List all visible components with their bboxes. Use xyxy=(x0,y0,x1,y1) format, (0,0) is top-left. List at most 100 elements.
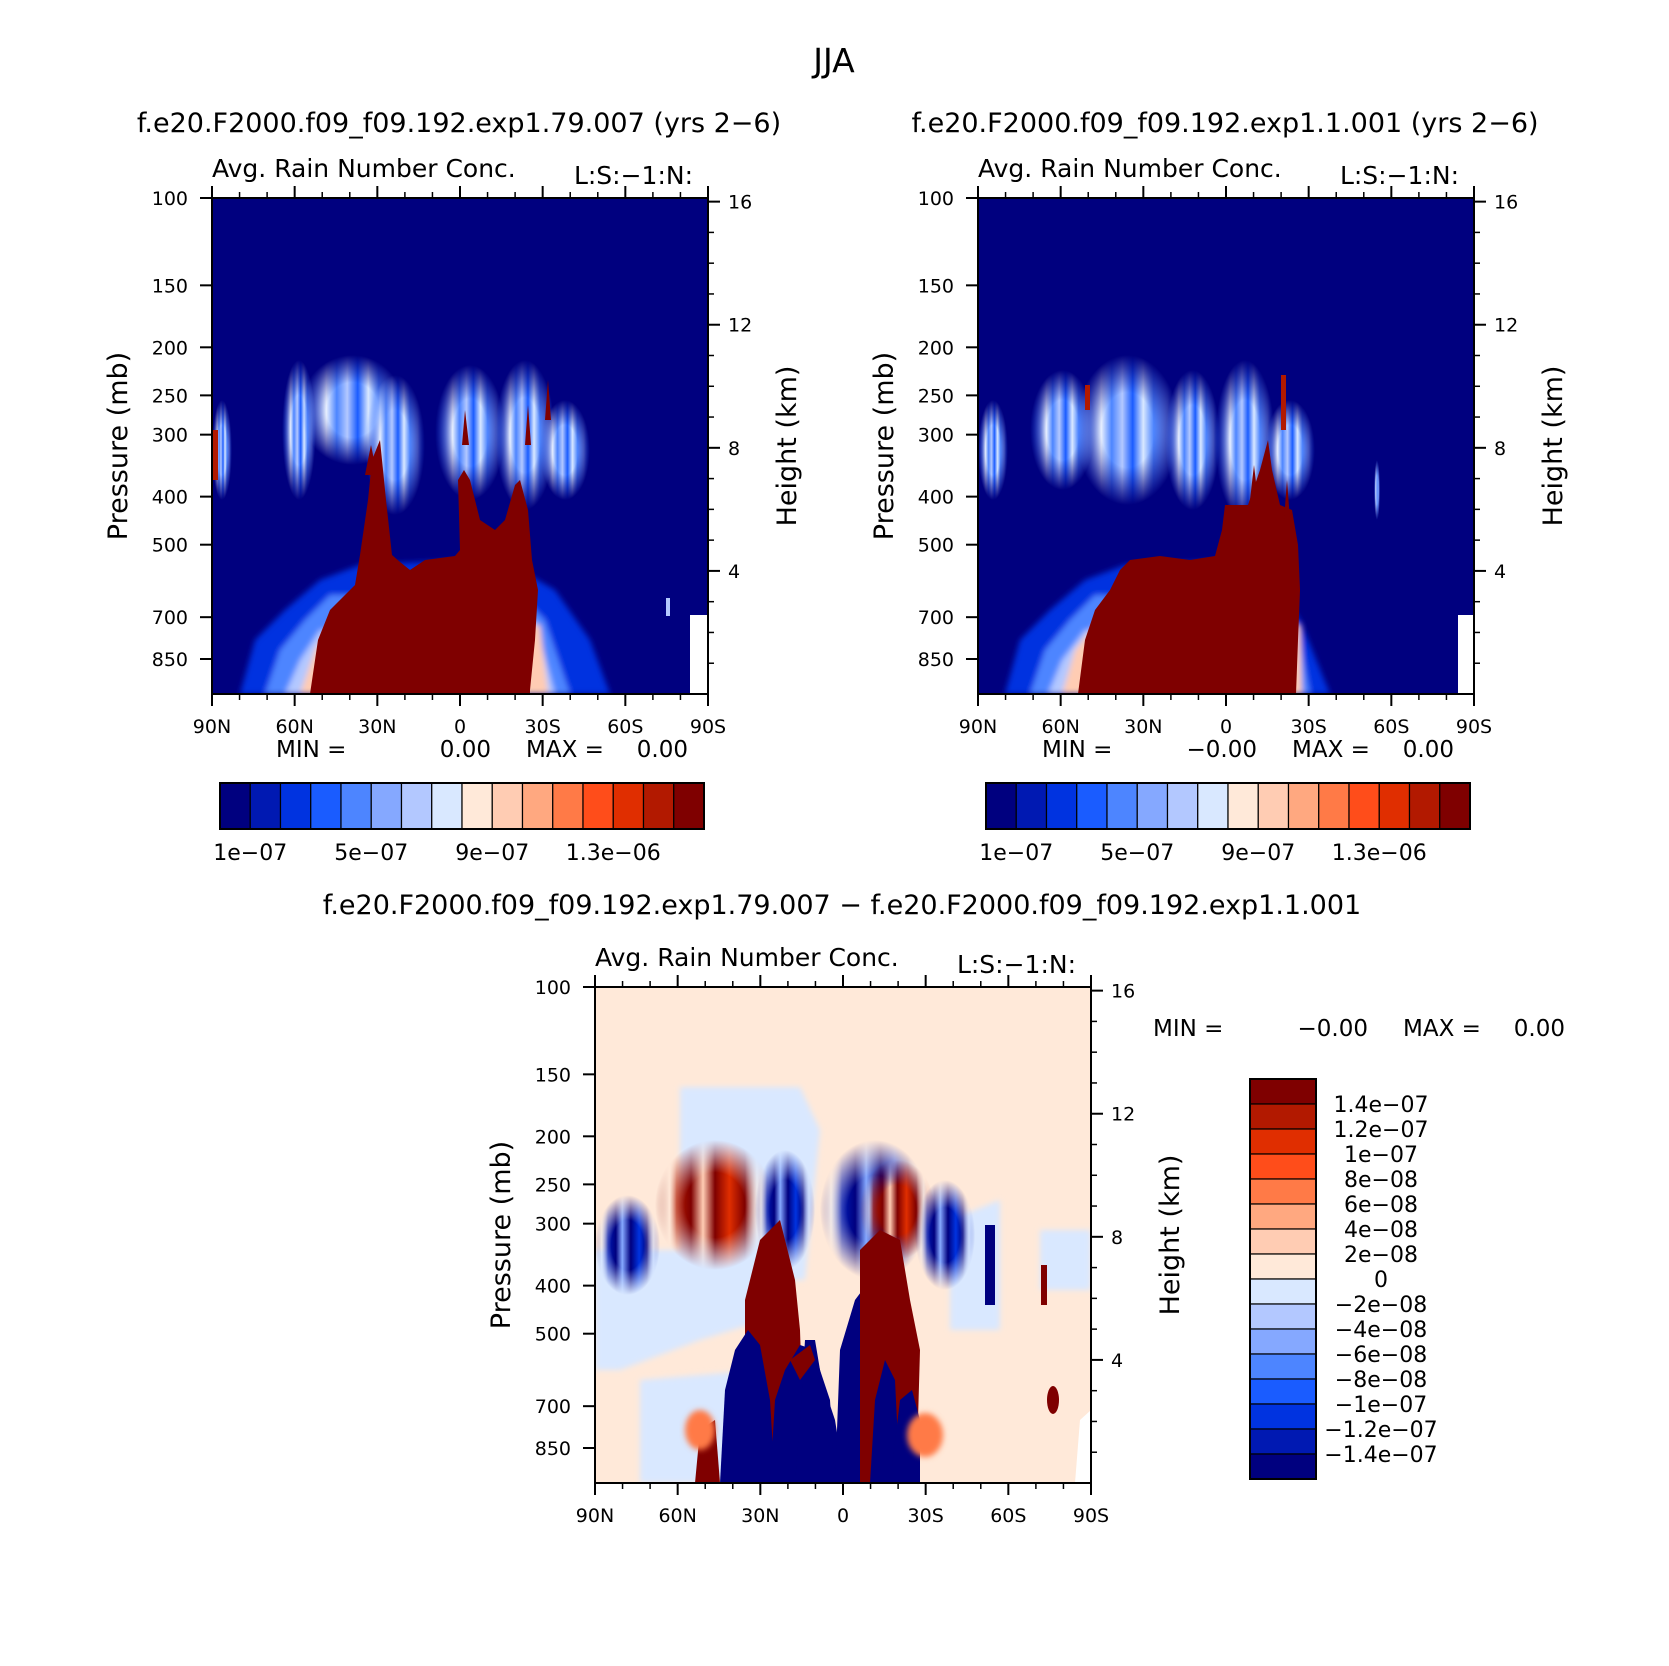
colorbar-swatch xyxy=(1076,782,1108,830)
colorbar-label: 1e−07 xyxy=(979,841,1053,866)
field-a-core xyxy=(310,440,538,694)
y2-tick-label: 16 xyxy=(1494,192,1518,214)
colorbar-label: −1.4e−07 xyxy=(1324,1443,1437,1468)
colorbar-label: 0 xyxy=(1374,1268,1388,1293)
colorbar-label: 1.4e−07 xyxy=(1334,1093,1429,1118)
diff-title: f.e20.F2000.f09_f09.192.exp1.79.007 − f.… xyxy=(323,890,1361,921)
x-tick-label: 90N xyxy=(576,1505,614,1527)
colorbar-swatch xyxy=(582,782,614,830)
y2-tick-label: 8 xyxy=(728,438,740,460)
colorbar-swatch xyxy=(370,782,403,830)
colorbar-swatch xyxy=(1249,1153,1317,1180)
colorbar-swatch xyxy=(612,782,645,830)
x-tick-label: 0 xyxy=(1220,716,1232,738)
colorbar-label: 1.3e−06 xyxy=(566,841,661,866)
corner-label: L:S:−1:N: xyxy=(1340,161,1459,190)
colorbar-swatch xyxy=(1249,1078,1317,1105)
x-tick-label: 90S xyxy=(1073,1505,1109,1527)
colorbar-label: 8e−08 xyxy=(1344,1168,1418,1193)
colorbar-label: 1e−07 xyxy=(213,841,287,866)
colorbar-swatch xyxy=(1249,1203,1317,1230)
y2-tick-label: 4 xyxy=(1494,561,1506,583)
colorbar-frame xyxy=(1249,1078,1317,1480)
y2-tick-label: 16 xyxy=(728,192,752,214)
max-value: 0.00 xyxy=(637,737,688,763)
min-label: MIN = xyxy=(1153,1016,1223,1042)
colorbar-swatch xyxy=(1439,782,1471,830)
colorbar-label: −1e−07 xyxy=(1335,1393,1427,1418)
y-tick-label: 300 xyxy=(152,425,188,447)
colorbar-swatch xyxy=(1045,782,1078,830)
x-tick-label: 90N xyxy=(959,716,997,738)
colorbar-swatch xyxy=(1249,1453,1317,1480)
min-label: MIN = xyxy=(1042,737,1112,763)
colorbar-swatch xyxy=(1197,782,1229,830)
panel-model-b: 90N 60N 30N 0 30S 60S 90S 100 150 200 250 300 400 500… xyxy=(869,154,1569,866)
colorbar-label: 4e−08 xyxy=(1344,1218,1418,1243)
corner-label: L:S:−1:N: xyxy=(574,161,693,190)
colorbar-swatch xyxy=(1318,782,1350,830)
y-tick-label: 850 xyxy=(152,649,188,671)
colorbar-swatch xyxy=(310,782,342,830)
x-tick-label: 30S xyxy=(525,716,561,738)
x-tick-label: 60N xyxy=(1041,716,1079,738)
colorbar-swatch xyxy=(985,782,1017,830)
y-tick-label: 300 xyxy=(535,1214,571,1236)
colorbar-label: −2e−08 xyxy=(1335,1293,1427,1318)
min-value: −0.00 xyxy=(1187,737,1257,763)
colorbar-swatch xyxy=(491,782,524,830)
colorbar-label: −6e−08 xyxy=(1335,1343,1427,1368)
colorbar-swatch xyxy=(1249,1353,1317,1380)
x-tick-label: 0 xyxy=(837,1505,849,1527)
y-tick-label: 700 xyxy=(918,607,954,629)
colorbar-label: 9e−07 xyxy=(455,841,529,866)
colorbar-swatch xyxy=(431,782,463,830)
colorbar-frame xyxy=(985,782,1471,830)
max-label: MAX = xyxy=(526,737,604,763)
max-label: MAX = xyxy=(1403,1016,1481,1042)
x-tick-label: 30N xyxy=(741,1505,779,1527)
y-tick-label: 700 xyxy=(535,1396,571,1418)
y-tick-label: 700 xyxy=(152,607,188,629)
colorbar-swatch xyxy=(219,782,251,830)
colorbar-label: 9e−07 xyxy=(1221,841,1295,866)
season-title: JJA xyxy=(811,41,855,80)
y-tick-label: 150 xyxy=(918,275,954,297)
y2-tick-label: 16 xyxy=(1111,981,1135,1003)
y-tick-label: 200 xyxy=(918,337,954,359)
colorbar-swatch xyxy=(1378,782,1411,830)
axes-a: 90N 60N 30N 0 30S 60S 90S 100 150 200 250 300 400 500… xyxy=(103,154,803,866)
x-tick-label: 60S xyxy=(607,716,643,738)
variable-label: Avg. Rain Number Conc. xyxy=(978,154,1282,183)
x-tick-label: 30S xyxy=(908,1505,944,1527)
run-b-title: f.e20.F2000.f09_f09.192.exp1.1.001 (yrs … xyxy=(911,108,1538,139)
field-diff-high-lat-feature xyxy=(1047,1386,1059,1414)
colorbar-label: 1e−07 xyxy=(1344,1143,1418,1168)
x-tick-label: 30N xyxy=(1124,716,1162,738)
colorbar-swatch xyxy=(461,782,493,830)
x-tick-label: 90S xyxy=(1456,716,1492,738)
colorbar-swatch xyxy=(1015,782,1048,830)
field-b-core-spikes xyxy=(1250,465,1290,520)
y-tick-label: 150 xyxy=(535,1064,571,1086)
y2-axis-title: Height (km) xyxy=(1538,366,1569,527)
panel-model-a: 90N 60N 30N 0 30S 60S 90S 100 150 200 250 300 400 500… xyxy=(103,154,803,866)
field-a-missing xyxy=(690,615,708,694)
field-diff-lower-core xyxy=(685,1220,943,1483)
field-diff-upper-dipoles xyxy=(595,1140,1047,1305)
colorbar-swatch xyxy=(1249,1328,1317,1355)
y-tick-label: 250 xyxy=(152,385,188,407)
colorbar-label: 1.3e−06 xyxy=(1332,841,1427,866)
field-b-core xyxy=(1078,440,1300,694)
axes-diff: 90N 60N 30N 0 30S 60S 90S 100 150 200 250 300 400 500… xyxy=(486,943,1565,1527)
colorbar-swatch xyxy=(1136,782,1169,830)
y2-tick-label: 12 xyxy=(1111,1104,1135,1126)
colorbar-label: 5e−07 xyxy=(1100,841,1174,866)
x-tick-label: 60S xyxy=(990,1505,1026,1527)
x-tick-label: 60N xyxy=(658,1505,696,1527)
y-tick-label: 200 xyxy=(152,337,188,359)
min-value: 0.00 xyxy=(440,737,491,763)
colorbar-swatch xyxy=(673,782,705,830)
y2-tick-label: 4 xyxy=(1111,1350,1123,1372)
